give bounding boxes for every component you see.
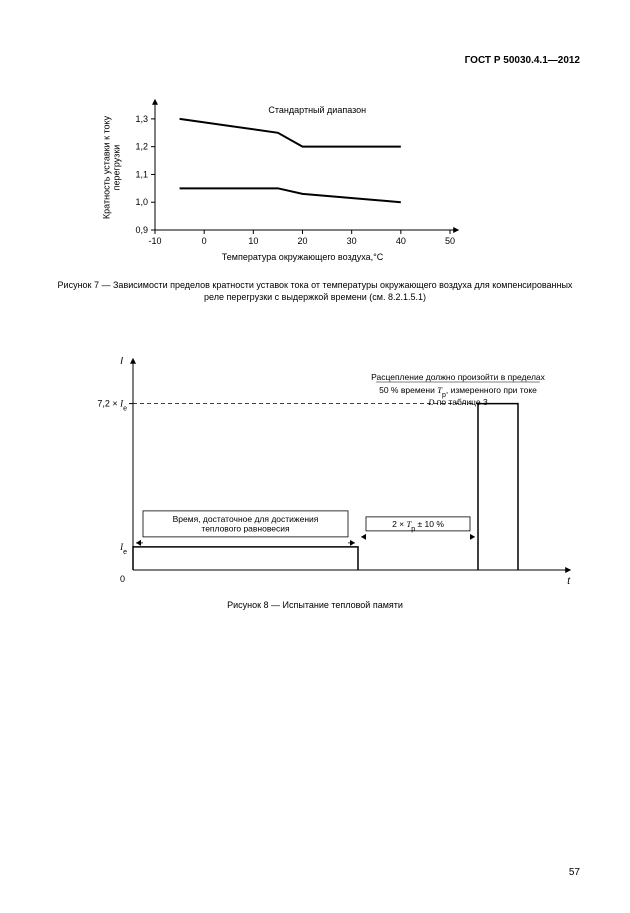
svg-text:Стандартный диапазон: Стандартный диапазон	[268, 105, 366, 115]
svg-text:50: 50	[445, 236, 455, 246]
svg-text:I: I	[120, 356, 123, 367]
svg-text:40: 40	[396, 236, 406, 246]
svg-text:1,3: 1,3	[135, 114, 148, 124]
figure-8: It07,2 × IeIeВремя, достаточное для дост…	[85, 350, 575, 590]
svg-text:1,0: 1,0	[135, 197, 148, 207]
svg-text:1,1: 1,1	[135, 169, 148, 179]
figure-7: -10 0 10 20 30 40 50 0,9 1,0 1,1 1,2 1,3 Стандартный…	[100, 95, 470, 265]
svg-text:-10: -10	[148, 236, 161, 246]
figure-7-svg: -10 0 10 20 30 40 50 0,9 1,0 1,1 1,2 1,3 Стандартный…	[100, 95, 470, 265]
svg-text:7,2 × Ie: 7,2 × Ie	[97, 399, 127, 413]
svg-text:Кратность уставки к токуперегр: Кратность уставки к токуперегрузки	[102, 115, 122, 219]
figure-8-svg: It07,2 × IeIeВремя, достаточное для дост…	[85, 350, 575, 590]
svg-text:0: 0	[202, 236, 207, 246]
svg-text:1,2: 1,2	[135, 142, 148, 152]
doc-standard: ГОСТ Р 50030.4.1—2012	[465, 55, 580, 66]
svg-text:10: 10	[248, 236, 258, 246]
figure-7-caption: Рисунок 7 — Зависимости пределов кратнос…	[50, 280, 580, 303]
figure-8-caption: Рисунок 8 — Испытание тепловой памяти	[50, 600, 580, 610]
page: ГОСТ Р 50030.4.1—2012 -10 0 10 20 30 40 50 0,9 1…	[0, 0, 630, 913]
svg-text:Ie: Ie	[119, 542, 127, 556]
page-number: 57	[569, 867, 580, 878]
svg-text:t: t	[567, 576, 571, 587]
svg-text:D по таблице 3: D по таблице 3	[427, 397, 488, 407]
svg-text:30: 30	[347, 236, 357, 246]
svg-text:Расцепление должно произойти в: Расцепление должно произойти в пределах	[371, 372, 546, 382]
svg-text:0,9: 0,9	[135, 225, 148, 235]
svg-text:Температура окружающего воздух: Температура окружающего воздуха,°C	[222, 252, 384, 262]
svg-text:0: 0	[120, 574, 125, 584]
svg-text:20: 20	[297, 236, 307, 246]
